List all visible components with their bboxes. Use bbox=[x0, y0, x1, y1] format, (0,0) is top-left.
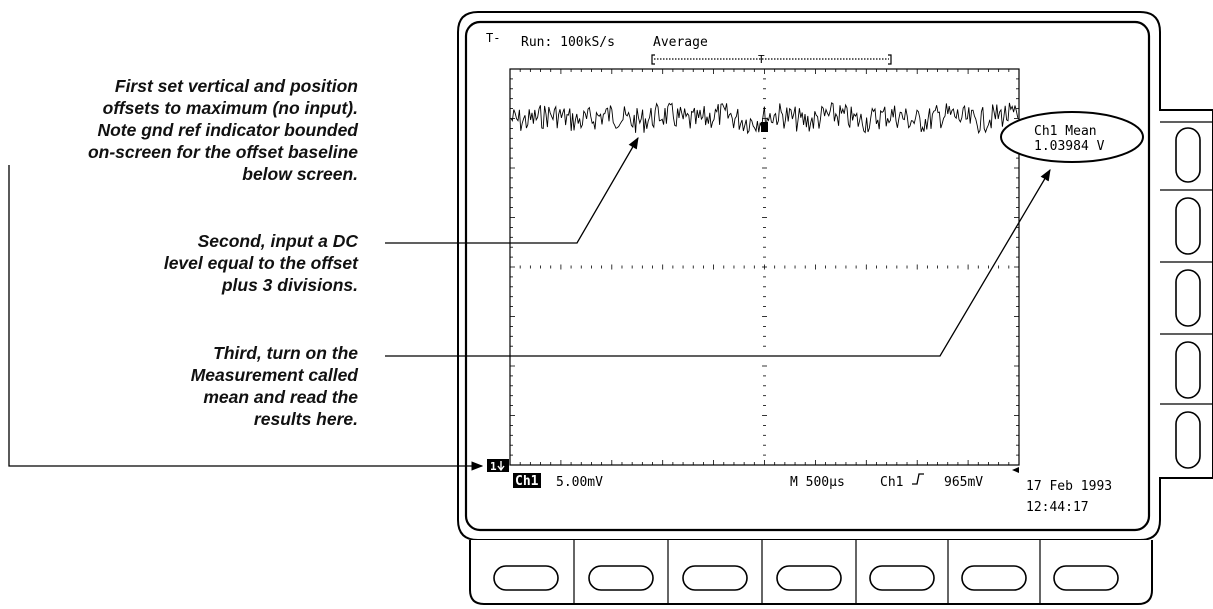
bottom-button-5[interactable] bbox=[869, 565, 935, 591]
ch1-waveform-trace bbox=[510, 102, 1019, 135]
bottom-button-dividers bbox=[573, 540, 1041, 604]
trigger-position-marker: T bbox=[758, 53, 765, 66]
annotation-line: offsets to maximum (no input). bbox=[102, 98, 358, 118]
bottom-button-2[interactable] bbox=[588, 565, 654, 591]
channel-badge-bg bbox=[513, 473, 541, 488]
annotation-line: Measurement called bbox=[190, 365, 358, 385]
annotation-line: plus 3 divisions. bbox=[221, 275, 358, 295]
bottom-button-4[interactable] bbox=[776, 565, 842, 591]
annotation-step-1: First set vertical and position offsets … bbox=[88, 75, 358, 185]
run-status: Run: 100kS/s bbox=[521, 35, 615, 50]
annotation-line: below screen. bbox=[242, 164, 358, 184]
side-button-column bbox=[1160, 121, 1213, 405]
bottom-button-3[interactable] bbox=[682, 565, 748, 591]
annotation-step-3: Third, turn on the Measurement called me… bbox=[191, 342, 358, 430]
status-glyph: T- bbox=[486, 31, 500, 45]
annotation-line: mean and read the bbox=[203, 387, 358, 407]
annotation-line: Note gnd ref indicator bounded bbox=[97, 120, 358, 140]
channel-badge: Ch1 bbox=[515, 474, 539, 489]
callout-leader-step-2 bbox=[385, 136, 639, 244]
side-button-1[interactable] bbox=[1175, 127, 1201, 183]
waveform-marker bbox=[761, 122, 768, 132]
date-readout: 17 Feb 1993 bbox=[1026, 479, 1112, 494]
side-button-3[interactable] bbox=[1175, 269, 1201, 327]
ground-down-arrow-icon bbox=[497, 461, 505, 472]
side-button-5[interactable] bbox=[1175, 411, 1201, 469]
ground-ref-label: 1 bbox=[490, 460, 497, 473]
side-button-4[interactable] bbox=[1175, 341, 1201, 399]
trigger-level-arrow-icon bbox=[1012, 467, 1019, 473]
annotation-line: Second, input a DC bbox=[197, 231, 358, 251]
annotation-line: First set vertical and position bbox=[114, 76, 358, 96]
annotation-line: Third, turn on the bbox=[213, 343, 358, 363]
bottom-button-7[interactable] bbox=[1053, 565, 1119, 591]
measurement-label: Ch1 Mean bbox=[1034, 124, 1097, 139]
time-readout: 12:44:17 bbox=[1026, 500, 1089, 515]
ground-ref-indicator bbox=[487, 459, 509, 472]
graticule bbox=[509, 68, 1020, 466]
trigger-level-readout: 965mV bbox=[944, 475, 983, 490]
callout-leader-step-1 bbox=[8, 165, 484, 471]
annotation-line: on-screen for the offset baseline bbox=[87, 142, 358, 162]
screen-frame bbox=[464, 20, 1151, 532]
annotation-line: level equal to the offset bbox=[163, 253, 358, 273]
trigger-source: Ch1 bbox=[880, 475, 903, 490]
timebase-readout: M 500µs bbox=[790, 475, 845, 490]
volts-per-div: 5.00mV bbox=[556, 475, 603, 490]
bottom-button-1[interactable] bbox=[493, 565, 559, 591]
annotation-step-2: Second, input a DC level equal to the of… bbox=[164, 230, 358, 296]
rising-edge-icon bbox=[912, 473, 924, 485]
side-button-2[interactable] bbox=[1175, 197, 1201, 255]
callout-leader-step-3 bbox=[385, 168, 1051, 357]
measurement-value: 1.03984 V bbox=[1034, 139, 1105, 154]
record-view-bracket bbox=[651, 54, 892, 65]
bottom-button-6[interactable] bbox=[961, 565, 1027, 591]
acquisition-mode: Average bbox=[653, 35, 708, 50]
annotation-line: results here. bbox=[253, 409, 358, 429]
measurement-highlight-ellipse bbox=[1000, 111, 1144, 163]
